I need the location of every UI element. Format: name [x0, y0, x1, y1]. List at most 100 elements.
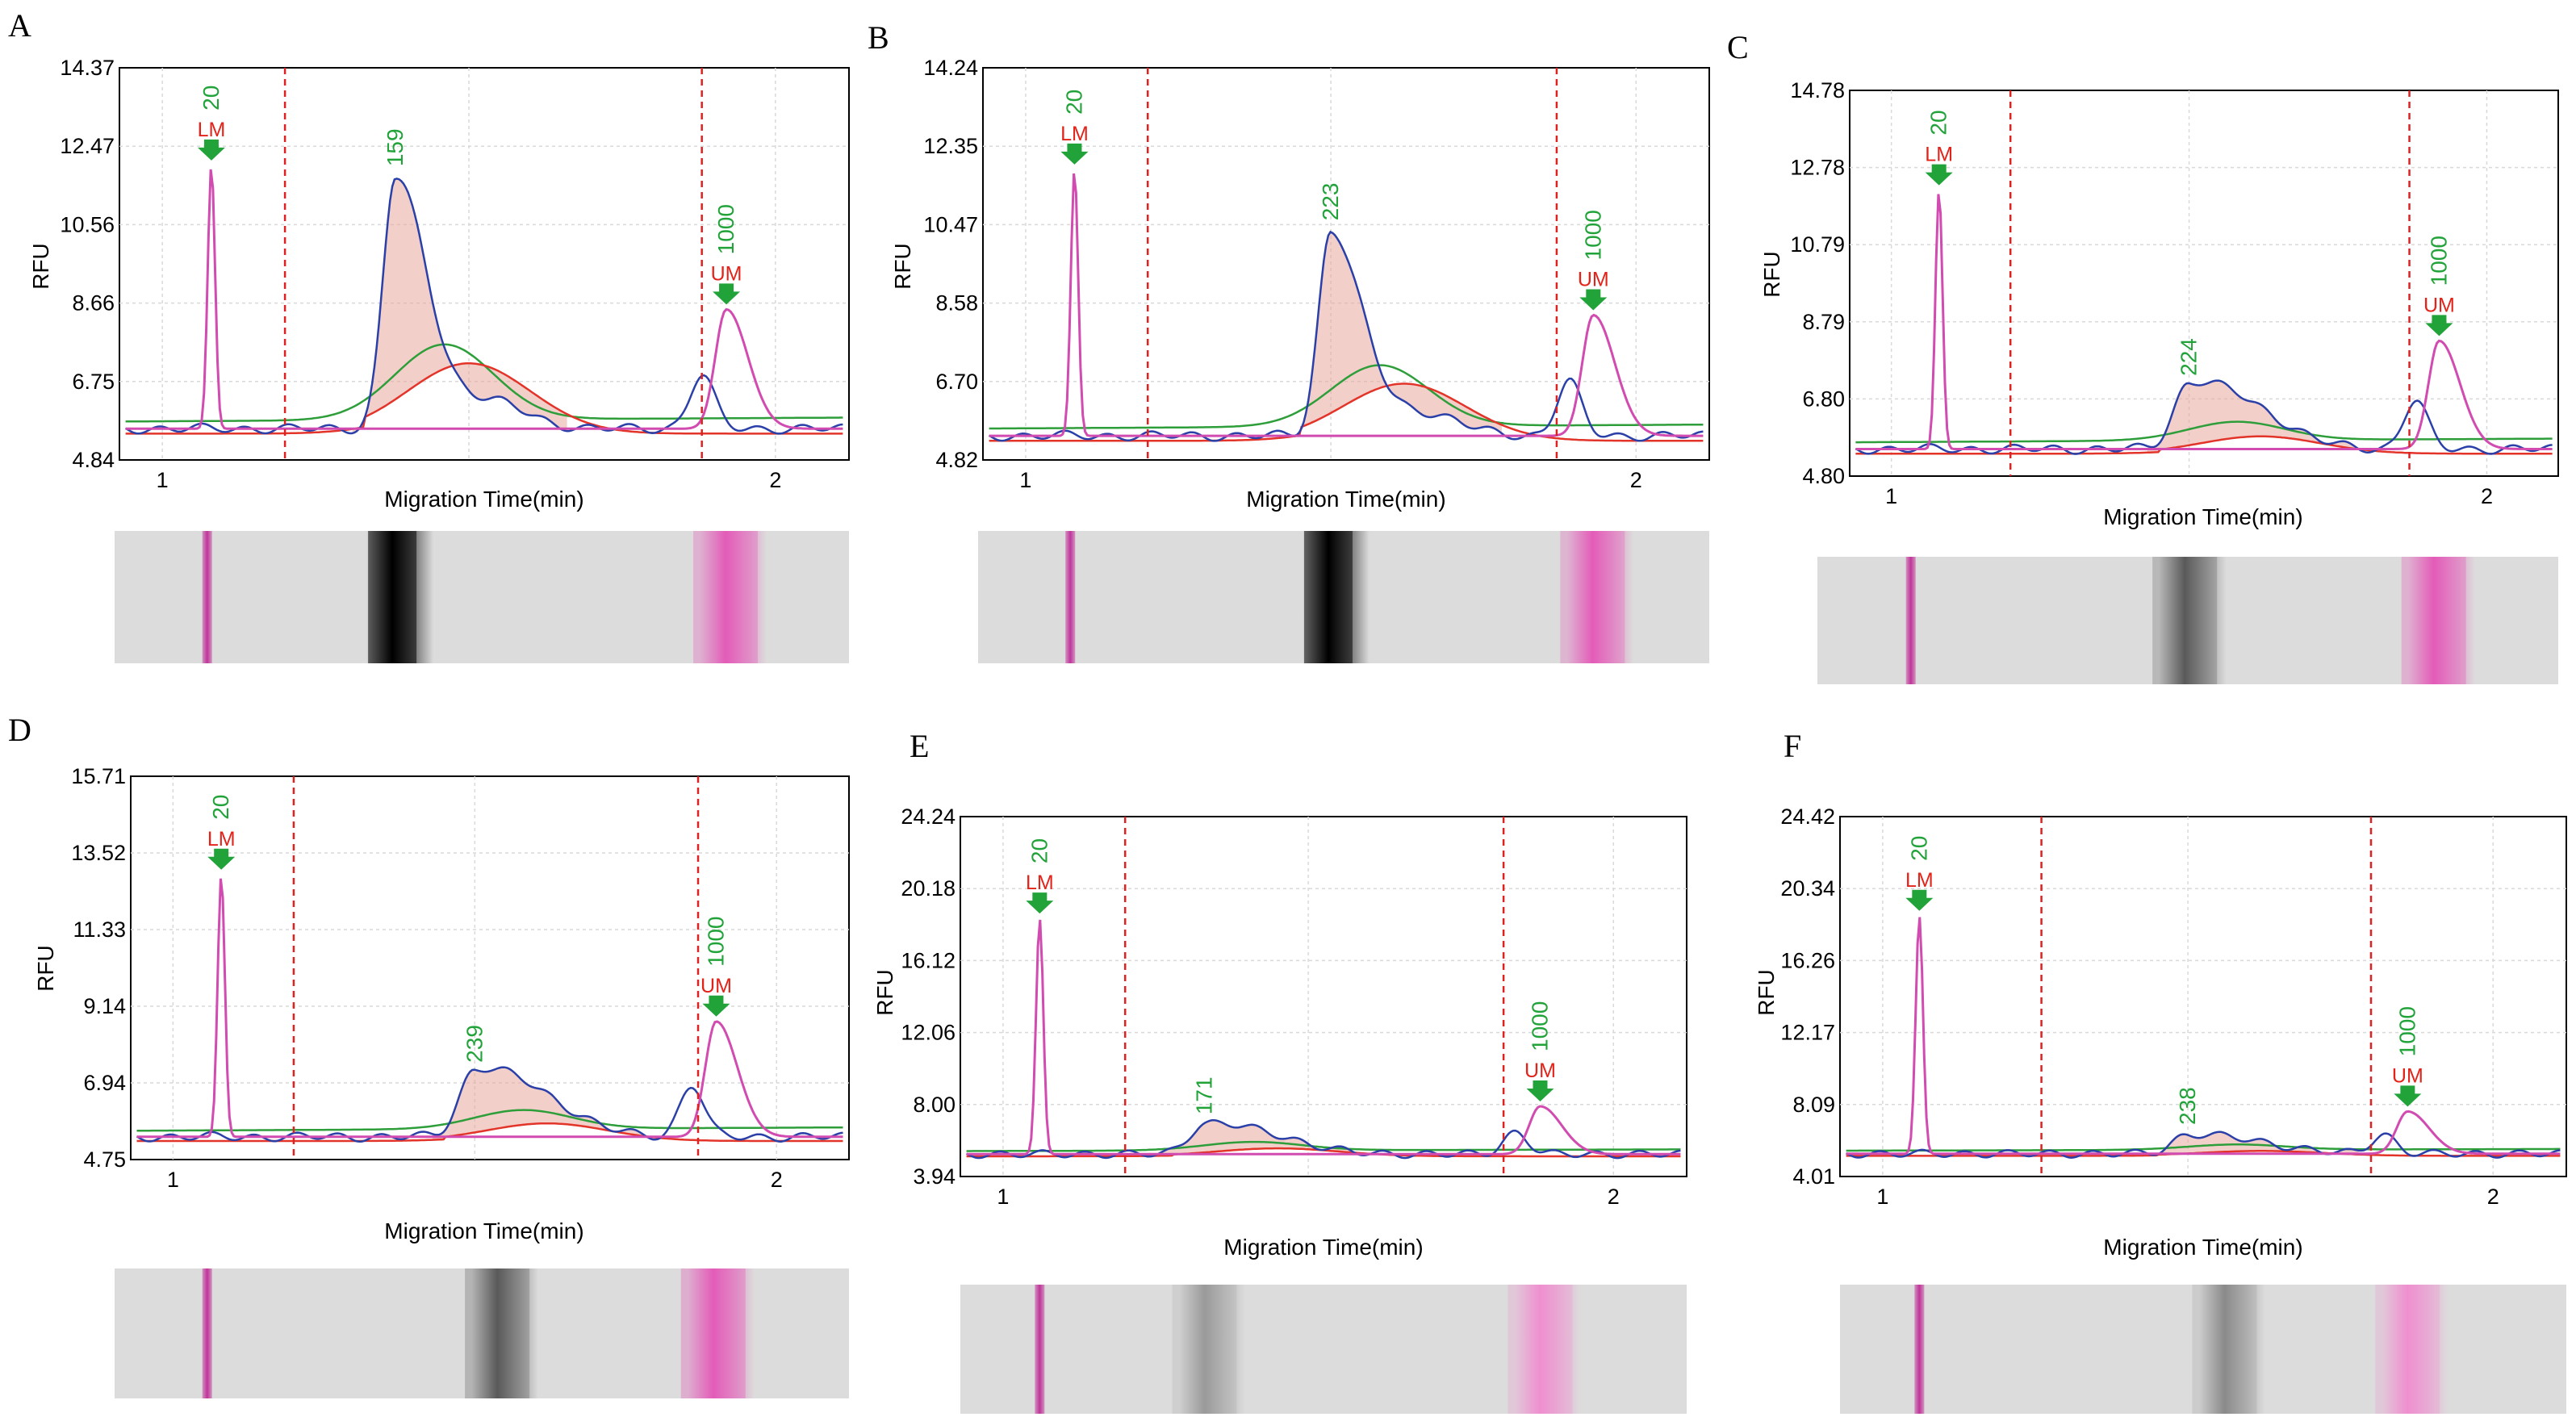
peak-size-label: 224 — [2177, 338, 2202, 376]
y-tick-label: 14.24 — [923, 56, 978, 80]
y-axis-label: RFU — [890, 243, 915, 290]
panel-label: A — [8, 7, 31, 44]
x-axis-label: Migration Time(min) — [2103, 1235, 2302, 1260]
marker-arrow-icon — [2394, 1085, 2422, 1107]
x-axis-label: Migration Time(min) — [1246, 487, 1445, 512]
gel-band — [1914, 1285, 1925, 1414]
y-tick-label: 10.47 — [923, 212, 978, 236]
gel-lane — [1840, 1285, 2566, 1414]
gel-band — [1065, 531, 1076, 663]
y-tick-label: 12.78 — [1790, 156, 1845, 180]
y-tick-label: 12.47 — [60, 134, 115, 158]
series-line-marker — [125, 169, 843, 430]
series-line-blue — [124, 178, 843, 435]
plot-frame — [130, 775, 850, 1160]
y-tick-label: 14.37 — [60, 56, 115, 80]
gel-band — [2152, 557, 2218, 684]
y-tick-label: 13.52 — [71, 841, 126, 865]
series-line-green — [989, 364, 1704, 430]
lower-marker-size: 20 — [1027, 838, 1052, 863]
y-axis-label: RFU — [872, 969, 897, 1016]
panel-label: B — [868, 19, 889, 56]
panel-label: E — [910, 728, 929, 764]
y-tick-label: 3.94 — [913, 1164, 956, 1189]
lower-marker-label: LM — [1925, 144, 1953, 166]
lower-marker-label: LM — [1060, 123, 1089, 145]
lower-marker-label: LM — [1905, 869, 1934, 892]
series-line-marker — [136, 878, 843, 1139]
series-line-blue — [1855, 379, 2553, 455]
gel-band — [202, 1268, 212, 1398]
gel-band — [368, 531, 417, 663]
lower-marker-label: LM — [1026, 871, 1054, 894]
y-axis-label: RFU — [28, 243, 53, 290]
upper-marker-size: 1000 — [703, 917, 728, 967]
marker-arrow-icon — [1026, 892, 1054, 914]
series-line-red — [1855, 435, 2553, 455]
y-tick-label: 4.75 — [83, 1147, 126, 1172]
gel-lane — [960, 1285, 1687, 1414]
lower-marker-label: LM — [207, 828, 236, 851]
peak-area — [352, 178, 567, 433]
peak-size-label: 238 — [2175, 1087, 2200, 1125]
series-line-blue — [136, 1066, 843, 1143]
marker-arrow-icon — [197, 139, 225, 161]
series-line-blue — [1846, 1131, 2561, 1159]
upper-marker-label: UM — [700, 975, 732, 997]
series-line-marker — [1855, 194, 2553, 450]
gel-band — [1560, 531, 1625, 663]
series-line-blue — [966, 1118, 1681, 1160]
y-tick-label: 15.71 — [71, 764, 126, 788]
x-tick-label: 2 — [1630, 468, 1642, 492]
gel-band — [2192, 1285, 2257, 1414]
series-line-marker — [966, 919, 1681, 1156]
lower-marker-label: LM — [198, 119, 226, 141]
x-tick-label: 1 — [997, 1185, 1009, 1209]
series-line-blue — [988, 230, 1704, 442]
gel-band — [1905, 557, 1916, 684]
y-tick-label: 6.75 — [72, 370, 115, 394]
peak-size-label: 223 — [1318, 183, 1343, 221]
series-line-marker — [989, 173, 1704, 437]
lower-marker-size: 20 — [1926, 110, 1951, 135]
panel-c: C 14.78 12.78 10.79 8.79 6.80 4.80 1 2 Migration … — [1727, 29, 2559, 684]
y-axis-label: RFU — [33, 945, 58, 992]
gel-band — [1508, 1285, 1573, 1414]
marker-arrow-icon — [1526, 1080, 1554, 1101]
y-tick-label: 4.80 — [1802, 464, 1845, 488]
y-tick-label: 24.42 — [1780, 805, 1835, 829]
gel-band — [2401, 557, 2466, 684]
marker-arrow-icon — [1060, 143, 1089, 165]
marker-arrow-icon — [2425, 315, 2453, 336]
y-tick-label: 8.09 — [1792, 1093, 1835, 1117]
lower-marker-size: 20 — [1906, 836, 1931, 861]
series-line-marker — [1846, 917, 2561, 1156]
x-axis-label: Migration Time(min) — [1223, 1235, 1423, 1260]
gel-lane — [115, 531, 849, 663]
upper-marker-label: UM — [2423, 294, 2455, 316]
peak-area — [2147, 380, 2356, 453]
x-tick-label: 1 — [167, 1168, 179, 1192]
gel-band — [693, 531, 759, 663]
upper-marker-label: UM — [1578, 268, 1609, 290]
upper-marker-label: UM — [1524, 1059, 1556, 1082]
y-tick-label: 9.14 — [83, 994, 126, 1018]
marker-arrow-icon — [713, 283, 741, 305]
peak-size-label: 159 — [383, 128, 408, 166]
x-tick-label: 1 — [1019, 468, 1031, 492]
panel-b: B 14.24 12.35 10.47 8.58 6.70 4.82 1 2 Migration … — [868, 19, 1710, 663]
x-tick-label: 2 — [1608, 1185, 1620, 1209]
y-tick-label: 12.17 — [1780, 1021, 1835, 1045]
plot-frame — [960, 816, 1687, 1177]
marker-arrow-icon — [1579, 289, 1608, 311]
gel-band — [1035, 1285, 1045, 1414]
lower-marker-size: 20 — [1061, 90, 1086, 115]
panel-f: F 24.42 20.34 16.26 12.17 8.09 4.01 1 2 Migration… — [1754, 728, 2567, 1414]
y-tick-label: 8.00 — [913, 1093, 956, 1117]
y-tick-label: 12.06 — [901, 1021, 956, 1045]
y-tick-label: 14.78 — [1790, 78, 1845, 102]
panel-label: F — [1784, 728, 1801, 764]
gel-band — [1303, 531, 1353, 663]
upper-marker-size: 1000 — [713, 204, 738, 254]
